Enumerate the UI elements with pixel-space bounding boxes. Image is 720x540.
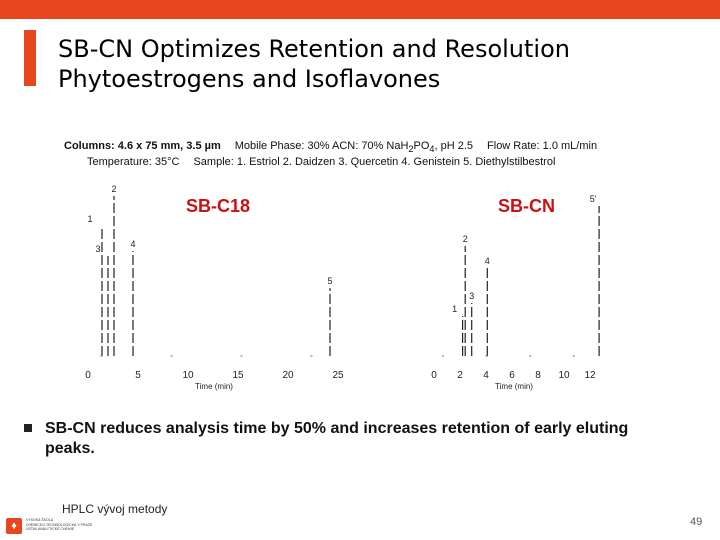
columns-value: 4.6 x 75 mm, 3.5 µm	[117, 140, 221, 152]
logo-line-3: ÚSTAV ANALYTICKÉ CHEMIE	[26, 527, 75, 531]
logo-line-2: CHEMICKO-TECHNOLOGICKÁ V PRAZE	[26, 522, 93, 527]
mobile-phase-pre: Mobile Phase: 30% ACN: 70% NaH	[234, 140, 409, 152]
chart2-tick-label: 10	[558, 370, 570, 381]
title-line-2: Phytoestrogens and Isoflavones	[58, 65, 441, 93]
chart1-tick-label: 5	[135, 370, 141, 381]
chart1-peak-label: 3	[95, 244, 100, 254]
conditions-line-1: Columns: 4.6 x 75 mm, 3.5 µm Mobile Phase…	[64, 140, 597, 154]
logo-drop-icon: ♦	[6, 518, 22, 534]
chart1-peak-label: 5	[327, 276, 332, 286]
top-bar	[0, 0, 720, 19]
logo: ♦ VYSOKÁ ŠKOLA CHEMICKO-TECHNOLOGICKÁ V …	[6, 516, 116, 538]
chart-label-sb-c18: SB-C18	[186, 196, 251, 216]
chart2-tick-label: 0	[431, 370, 437, 381]
chart1-tick-label: 10	[182, 370, 194, 381]
mobile-phase-post: , pH 2.5	[434, 140, 474, 152]
chart2-peak-label: 4	[485, 256, 490, 266]
chart-label-sb-cn: SB-CN	[498, 196, 555, 216]
flow-rate: Flow Rate: 1.0 mL/min	[487, 140, 598, 152]
chart2-peak-label: 2	[463, 234, 468, 244]
mobile-phase-sub1: 2	[408, 144, 414, 155]
chart1-tick-label: 15	[232, 370, 244, 381]
conditions-line-2: Temperature: 35°C Sample: 1. Estriol 2. D…	[87, 156, 555, 168]
sample-list: Sample: 1. Estriol 2. Daidzen 3. Quercet…	[193, 156, 556, 168]
chart1-peak-label: 1	[87, 214, 92, 224]
title-accent-bar	[24, 30, 36, 86]
page-number: 49	[690, 516, 703, 528]
chart2-tick-label: 12	[584, 370, 596, 381]
chart2-tick-label: 6	[509, 370, 515, 381]
chart2-tick-label: 8	[535, 370, 541, 381]
mobile-phase-mid: PO	[413, 140, 430, 152]
chart2-x-axis-label: Time (min)	[495, 382, 533, 391]
bullet-icon	[24, 424, 32, 432]
chart1-tick-label: 25	[332, 370, 344, 381]
columns-label: Columns:	[64, 140, 115, 152]
chart2-peak-label: 1	[452, 304, 457, 314]
bullet-text: SB-CN reduces analysis time by 50% and i…	[45, 420, 629, 457]
chart2-peak-label: 3	[469, 291, 474, 301]
chart1-peak-label: 2	[111, 184, 116, 194]
logo-line-1: VYSOKÁ ŠKOLA	[26, 518, 54, 522]
logo-text: VYSOKÁ ŠKOLA CHEMICKO-TECHNOLOGICKÁ V PR…	[26, 518, 92, 532]
mobile-phase-sub2: 4	[429, 144, 435, 155]
slide-title: SB-CN Optimizes Retention and Resolution…	[58, 34, 698, 94]
title-line-1: SB-CN Optimizes Retention and Resolution	[58, 35, 570, 63]
chart2-tick-label: 2	[457, 370, 463, 381]
temperature: Temperature: 35°C	[87, 156, 180, 168]
footer-text: HPLC vývoj metody	[62, 502, 168, 516]
chart1-tick-label: 0	[85, 370, 91, 381]
chart1-tick-label: 20	[282, 370, 294, 381]
chart2-peak-label: 5'	[590, 194, 597, 204]
chart2-tick-label: 4	[483, 370, 489, 381]
chart1-peak-label: 4	[130, 239, 135, 249]
chart1-x-axis-label: Time (min)	[195, 382, 233, 391]
